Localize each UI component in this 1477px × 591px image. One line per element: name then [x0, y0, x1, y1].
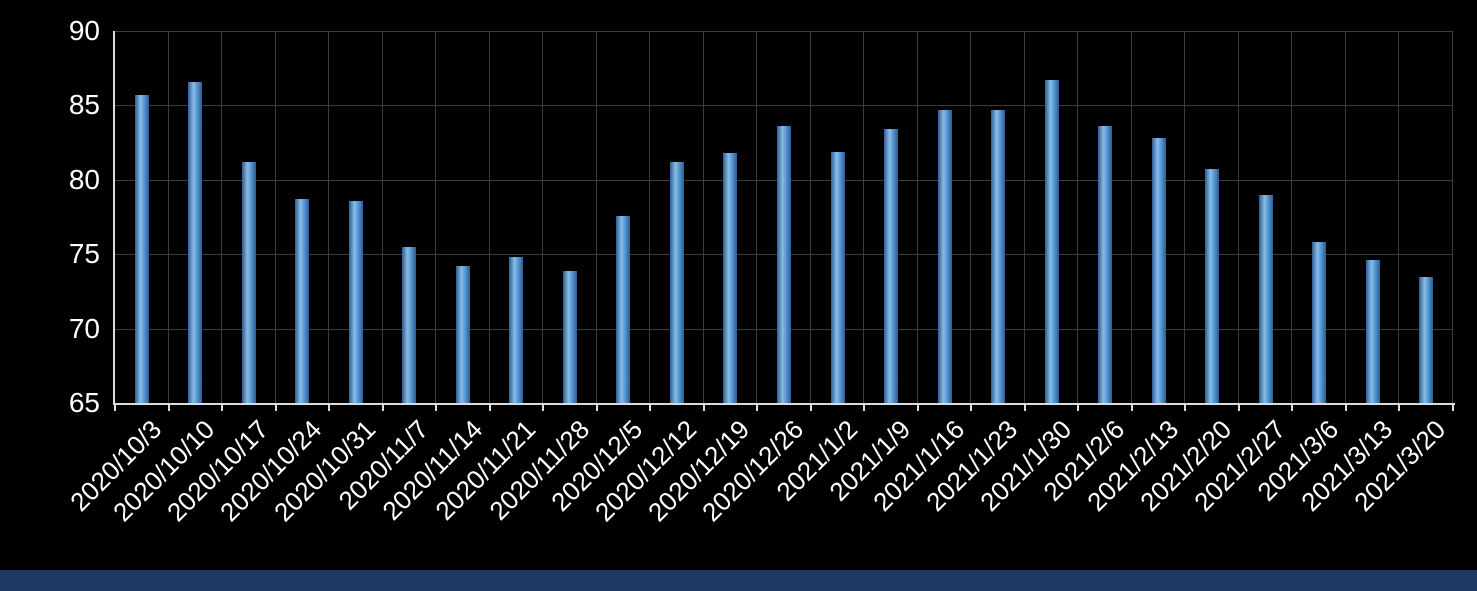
bar [777, 126, 791, 403]
y-tick-label: 80 [68, 163, 100, 195]
y-tick-label: 90 [68, 15, 100, 46]
v-gridline [328, 31, 330, 403]
y-axis-labels: 65 70 75 80 85 90 [0, 16, 106, 418]
bar [134, 94, 149, 403]
v-gridline [542, 31, 544, 403]
x-tick [1452, 404, 1454, 411]
x-axis-line [113, 403, 1455, 405]
x-tick [114, 404, 116, 411]
bar [1044, 80, 1059, 403]
v-gridline [1344, 31, 1346, 403]
v-gridline [1184, 31, 1186, 403]
v-gridline [435, 31, 437, 403]
v-gridline [702, 31, 704, 403]
bar [991, 109, 1006, 403]
v-gridline [1077, 31, 1079, 403]
v-gridline [649, 31, 651, 403]
x-tick [809, 404, 812, 411]
bar [616, 215, 631, 403]
bar [1205, 169, 1220, 403]
v-gridline [863, 31, 865, 403]
x-tick [702, 404, 705, 411]
bar [1419, 276, 1434, 403]
v-gridline [488, 31, 490, 403]
bar [509, 257, 524, 403]
x-axis-ticks [114, 404, 1454, 413]
x-tick [970, 404, 973, 411]
bar [830, 151, 845, 403]
x-tick [274, 404, 277, 411]
x-tick [328, 404, 331, 411]
y-tick-label: 70 [68, 312, 100, 344]
bottom-strip [0, 570, 1477, 591]
x-tick [863, 404, 866, 411]
plot-area [115, 31, 1453, 403]
bar [884, 129, 899, 403]
bar [669, 161, 684, 403]
x-tick [1023, 404, 1026, 411]
v-gridline [970, 31, 972, 403]
x-tick [1130, 404, 1133, 411]
bar [455, 266, 470, 403]
bar [1098, 126, 1113, 403]
x-tick [1237, 404, 1240, 411]
bar [188, 81, 203, 403]
bar [723, 153, 738, 403]
v-gridline [916, 31, 918, 403]
v-gridline [1130, 31, 1132, 403]
x-tick [916, 404, 919, 411]
x-tick [167, 404, 170, 411]
v-gridline [167, 31, 169, 403]
x-tick [1291, 404, 1294, 411]
v-gridline [1398, 31, 1400, 403]
x-tick [1344, 404, 1347, 411]
bar [562, 270, 577, 403]
x-tick [1398, 404, 1401, 411]
v-gridline [221, 31, 223, 403]
h-gridline [115, 31, 1453, 32]
x-tick [435, 404, 438, 411]
bar [241, 161, 256, 403]
v-gridline [1291, 31, 1293, 403]
bar [348, 200, 363, 403]
bar [295, 199, 310, 403]
v-gridline [1023, 31, 1025, 403]
x-tick [221, 404, 224, 411]
v-gridline [1452, 31, 1453, 403]
v-gridline [595, 31, 597, 403]
y-tick-label: 85 [68, 89, 100, 121]
y-axis-line [113, 31, 115, 405]
bar [1151, 138, 1166, 403]
bar [937, 109, 952, 403]
x-tick [756, 404, 759, 411]
v-gridline [274, 31, 276, 403]
x-axis-labels: 2020/10/3 2020/10/10 2020/10/17 2020/10/24 2… [64, 414, 1453, 579]
x-tick [381, 404, 384, 411]
v-gridline [809, 31, 811, 403]
x-tick [649, 404, 652, 411]
x-tick [595, 404, 598, 411]
x-tick [488, 404, 491, 411]
bar [1258, 194, 1273, 403]
bar [1312, 242, 1327, 403]
y-tick-label: 75 [68, 238, 100, 270]
y-tick-label: 65 [68, 387, 100, 418]
bar [402, 246, 417, 403]
v-gridline [756, 31, 758, 403]
v-gridline [381, 31, 383, 403]
h-gridline [115, 105, 1453, 107]
v-gridline [1237, 31, 1239, 403]
x-tick [542, 404, 545, 411]
x-tick [1184, 404, 1187, 411]
bar [1365, 260, 1380, 403]
x-tick [1077, 404, 1080, 411]
